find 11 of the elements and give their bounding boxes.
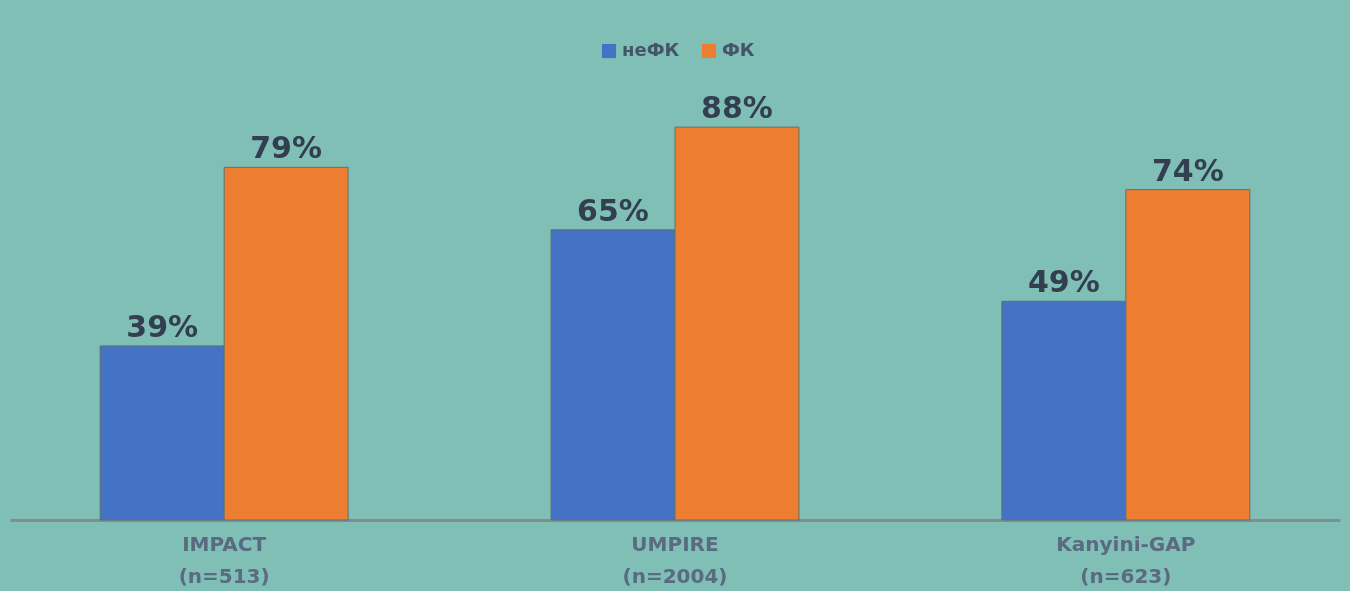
data-label: 79% (250, 130, 323, 166)
data-label: 49% (1027, 264, 1100, 300)
data-label: 74% (1151, 152, 1224, 188)
data-label: 88% (701, 90, 773, 126)
legend-label: ФК (722, 39, 755, 60)
x-tick-label: Kanyini-GAP (n=623) (1056, 531, 1196, 588)
data-label: 39% (126, 308, 199, 344)
x-tick-label: UMPIRE (n=2004) (622, 531, 728, 588)
legend-label: неФК (622, 39, 680, 60)
x-tick-label: IMPACT (n=513) (178, 531, 270, 588)
data-label: 65% (577, 192, 649, 228)
